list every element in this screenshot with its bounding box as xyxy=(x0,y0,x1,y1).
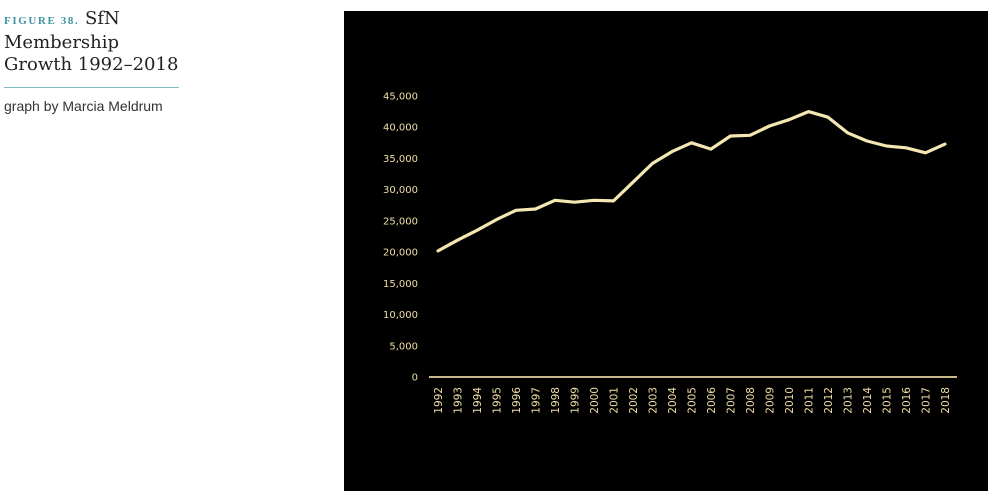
x-tick-label-2014: 2014 xyxy=(862,387,874,414)
membership-line-chart: 0 5,000 10,000 15,000 20,000 25,000 30,000 35,0… xyxy=(383,92,957,414)
x-tick-label-2001: 2001 xyxy=(609,387,621,414)
y-tick-label: 0 xyxy=(412,373,418,384)
x-tick-label-1993: 1993 xyxy=(453,387,465,414)
y-axis-tick-labels: 0 5,000 10,000 15,000 20,000 25,000 30,000 35,0… xyxy=(383,92,418,384)
chart-panel: 0 5,000 10,000 15,000 20,000 25,000 30,000 35,0… xyxy=(344,11,988,491)
figure-credit: graph by Marcia Meldrum xyxy=(4,98,163,114)
y-tick-label: 10,000 xyxy=(383,310,418,321)
figure-title: SfN Membership Growth 1992–2018 xyxy=(4,8,179,75)
drop-lines xyxy=(437,111,946,377)
x-tick-label-2000: 2000 xyxy=(589,387,601,414)
y-tick-label: 20,000 xyxy=(383,248,418,259)
x-tick-label-2012: 2012 xyxy=(823,387,835,414)
figure-label: FIGURE 38. xyxy=(4,15,80,27)
x-tick-label-2017: 2017 xyxy=(921,387,933,414)
x-tick-label-2016: 2016 xyxy=(901,387,913,414)
x-tick-label-2002: 2002 xyxy=(628,387,640,414)
x-tick-label-2005: 2005 xyxy=(687,387,699,414)
figure-caption: FIGURE 38. SfN Membership Growth 1992–20… xyxy=(4,8,184,114)
y-tick-label: 30,000 xyxy=(383,185,418,196)
x-tick-label-2013: 2013 xyxy=(843,387,855,414)
series-line xyxy=(436,110,947,253)
x-tick-label-1997: 1997 xyxy=(531,387,543,414)
x-tick-label-2004: 2004 xyxy=(667,387,679,414)
y-tick-label: 25,000 xyxy=(383,216,418,227)
x-tick-label-2008: 2008 xyxy=(745,387,757,414)
x-tick-label-1996: 1996 xyxy=(511,387,523,414)
x-tick-label-2003: 2003 xyxy=(648,387,660,414)
x-tick-label-2007: 2007 xyxy=(726,387,738,414)
caption-divider xyxy=(4,87,179,88)
x-tick-label-2015: 2015 xyxy=(882,387,894,414)
x-tick-label-1999: 1999 xyxy=(570,387,582,414)
x-tick-label-2010: 2010 xyxy=(784,387,796,414)
x-tick-label-2018: 2018 xyxy=(940,387,952,414)
y-tick-label: 35,000 xyxy=(383,154,418,165)
figure-title-block: FIGURE 38. SfN Membership Growth 1992–20… xyxy=(4,8,184,76)
x-tick-label-2006: 2006 xyxy=(706,387,718,414)
x-tick-label-1998: 1998 xyxy=(550,387,562,414)
x-tick-label-2009: 2009 xyxy=(765,387,777,414)
y-tick-label: 5,000 xyxy=(389,341,418,352)
y-tick-label: 15,000 xyxy=(383,279,418,290)
x-tick-label-1992: 1992 xyxy=(433,387,445,414)
x-axis-tick-labels: 1992 1993 1994 1995 1996 1997 1998 1999 2000 2001… xyxy=(433,387,952,414)
x-tick-label-1994: 1994 xyxy=(472,387,484,414)
y-tick-label: 40,000 xyxy=(383,123,418,134)
x-tick-label-2011: 2011 xyxy=(804,387,816,414)
x-tick-label-1995: 1995 xyxy=(492,387,504,414)
y-tick-label: 45,000 xyxy=(383,92,418,103)
